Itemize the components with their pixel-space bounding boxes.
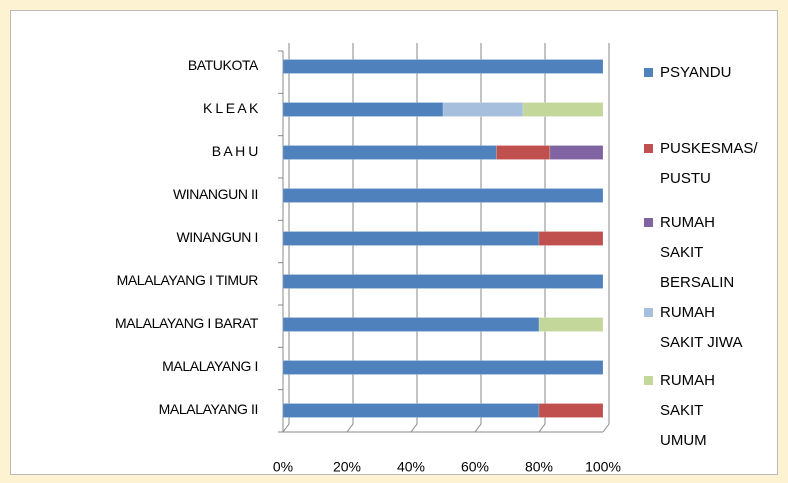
- x-tick-label: 0%: [273, 459, 293, 475]
- bar-segment: [538, 231, 604, 246]
- legend-entry: PSYANDU: [644, 58, 780, 88]
- bar-segment: [538, 403, 604, 418]
- bar-segment: [282, 231, 540, 246]
- legend-entry: RUMAH SAKIT UMUM: [644, 366, 750, 456]
- grid-line: [602, 43, 610, 433]
- grid-line: [282, 43, 290, 433]
- grid-line: [474, 43, 482, 433]
- y-tick-label: B A H U: [212, 143, 259, 159]
- legend-entry: RUMAH SAKIT BERSALIN: [644, 208, 750, 298]
- legend-swatch: [644, 308, 653, 317]
- y-tick-label: MALALAYANG II: [159, 401, 258, 417]
- x-tick-label: 40%: [397, 459, 425, 475]
- legend-swatch: [644, 68, 653, 77]
- legend-swatch: [644, 144, 653, 153]
- legend-swatch: [644, 218, 653, 227]
- bar-segment: [282, 317, 540, 332]
- legend-label: RUMAH SAKIT JIWA: [660, 304, 743, 351]
- legend-label: RUMAH SAKIT UMUM: [660, 372, 715, 449]
- legend-label: PUSKESMAS/ PUSTU: [660, 140, 758, 187]
- y-tick-label: K L E A K: [203, 100, 259, 116]
- bar-segment: [549, 145, 604, 160]
- bar-segment: [282, 274, 604, 289]
- y-tick-label: WINANGUN I: [176, 229, 258, 245]
- y-tick-label: WINANGUN II: [173, 186, 258, 202]
- grid-line: [410, 43, 418, 433]
- bar-segment: [538, 317, 604, 332]
- bar-segment: [282, 360, 604, 375]
- bar-segment: [282, 102, 444, 117]
- grid-line: [346, 43, 354, 433]
- legend-label: PSYANDU: [660, 64, 732, 81]
- y-tick-label: MALALAYANG I: [162, 358, 258, 374]
- bar-segment: [282, 145, 497, 160]
- x-tick-label: 20%: [333, 459, 361, 475]
- bar-segment: [282, 59, 604, 74]
- legend-label: RUMAH SAKIT BERSALIN: [660, 214, 735, 291]
- y-tick-label: BATUKOTA: [188, 57, 259, 73]
- legend-entry: RUMAH SAKIT JIWA: [644, 298, 750, 358]
- grid-line: [538, 43, 546, 433]
- y-tick-label: MALALAYANG I BARAT: [115, 315, 259, 331]
- x-tick-label: 100%: [585, 459, 621, 475]
- legend-entry: PUSKESMAS/ PUSTU: [644, 134, 770, 194]
- x-tick-label: 60%: [461, 459, 489, 475]
- x-tick-label: 80%: [525, 459, 553, 475]
- bar-segment: [496, 145, 551, 160]
- bar-segment: [442, 102, 524, 117]
- y-tick-label: MALALAYANG I TIMUR: [117, 272, 259, 288]
- bar-segment: [522, 102, 604, 117]
- bar-segment: [282, 403, 540, 418]
- legend-swatch: [644, 376, 653, 385]
- bar-segment: [282, 188, 604, 203]
